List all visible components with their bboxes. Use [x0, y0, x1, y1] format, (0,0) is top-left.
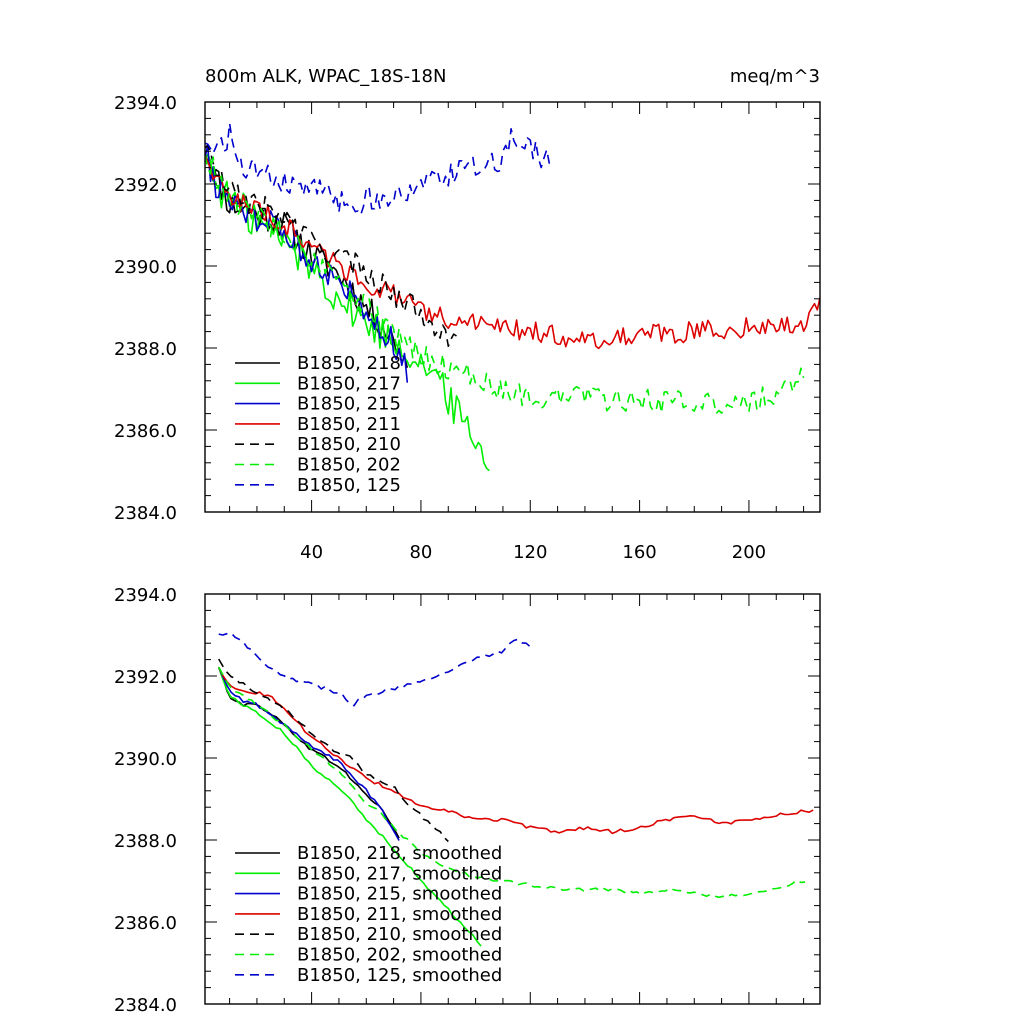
- y-tick-label: 2386.0: [114, 913, 177, 934]
- legend-label: B1850, 125: [297, 475, 401, 496]
- series-line-smoothed-3: [217, 666, 814, 835]
- legend-label: B1850, 210, smoothed: [297, 924, 502, 945]
- legend-label: B1850, 218: [297, 353, 401, 374]
- y-tick-label: 2384.0: [114, 503, 177, 524]
- series-line-smoothed-1: [217, 667, 482, 947]
- x-tick-label: 120: [513, 542, 547, 563]
- y-tick-label: 2388.0: [114, 339, 177, 360]
- legend-label: B1850, 215, smoothed: [297, 884, 502, 905]
- x-tick-label: 40: [300, 542, 323, 563]
- legend-label: B1850, 215: [297, 394, 401, 415]
- series-line-smoothed-6: [218, 632, 535, 707]
- x-tick-label: 160: [622, 542, 656, 563]
- series-line-raw-2: [205, 144, 409, 383]
- y-tick-label: 2394.0: [114, 93, 177, 114]
- legend-label: B1850, 217: [297, 373, 401, 394]
- y-tick-label: 2394.0: [114, 585, 177, 606]
- series-line-raw-3: [205, 155, 820, 350]
- y-tick-label: 2386.0: [114, 421, 177, 442]
- legend-label: B1850, 211: [297, 414, 401, 435]
- series-line-smoothed-5: [217, 666, 806, 899]
- series-line-smoothed-2: [217, 666, 400, 841]
- y-tick-label: 2390.0: [114, 749, 177, 770]
- legend-label: B1850, 218, smoothed: [297, 843, 502, 864]
- x-tick-label: 200: [732, 542, 766, 563]
- legend-label: B1850, 125, smoothed: [297, 965, 502, 986]
- units-label: meq/m^3: [730, 66, 820, 87]
- y-tick-label: 2390.0: [114, 257, 177, 278]
- legend-label: B1850, 210: [297, 434, 401, 455]
- legend-label: B1850, 217, smoothed: [297, 863, 502, 884]
- series-line-raw-5: [205, 155, 805, 415]
- chart-title: 800m ALK, WPAC_18S-18N: [205, 66, 446, 87]
- legend-label: B1850, 202: [297, 455, 401, 476]
- series-line-smoothed-4: [218, 658, 449, 843]
- plot-frame: [204, 593, 821, 1005]
- series-line-raw-1: [205, 153, 490, 472]
- legend-label: B1850, 211, smoothed: [297, 904, 502, 925]
- y-tick-label: 2388.0: [114, 831, 177, 852]
- raw-panel: 2394.0 2392.0 2390.0 2388.0 2386.0 2384.0 40 80…: [114, 93, 821, 563]
- plot-frame: [204, 101, 821, 513]
- x-tick-label: 80: [409, 542, 432, 563]
- smoothed-panel: 2394.0 2392.0 2390.0 2388.0 2386.0 2384.0 B185…: [114, 585, 821, 1016]
- series-line-smoothed-0: [217, 667, 400, 839]
- y-tick-label: 2392.0: [114, 175, 177, 196]
- y-tick-label: 2384.0: [114, 995, 177, 1016]
- legend-label: B1850, 202, smoothed: [297, 945, 502, 966]
- series-line-raw-6: [205, 122, 551, 216]
- y-tick-label: 2392.0: [114, 667, 177, 688]
